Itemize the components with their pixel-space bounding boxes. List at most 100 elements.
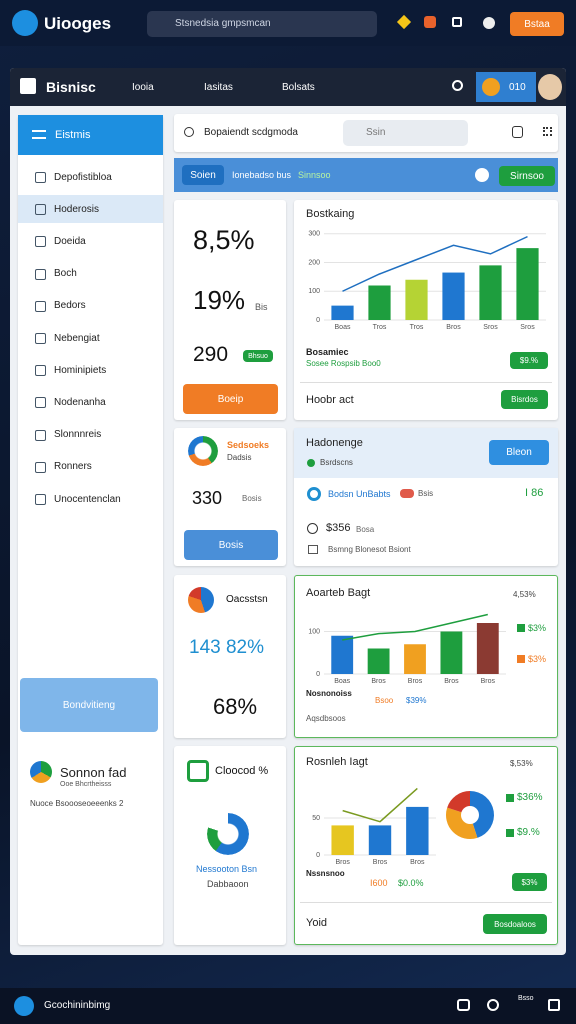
panel-button[interactable]: Bisrdos xyxy=(501,390,548,409)
pie-icon xyxy=(188,587,214,613)
nav-item[interactable]: Iooia xyxy=(132,82,154,93)
stat-card xyxy=(174,200,286,420)
toolbar-icon[interactable] xyxy=(543,127,552,136)
row-tag: Bsis xyxy=(418,489,434,498)
legend-swatch xyxy=(517,624,525,632)
toolbar-icon[interactable] xyxy=(512,126,523,138)
x-tick-label: Bros xyxy=(408,678,423,685)
menu-icon[interactable] xyxy=(32,130,46,139)
y-tick-label: 300 xyxy=(308,231,320,238)
x-tick-label: Bros xyxy=(371,678,386,685)
legend-text: $9.% xyxy=(517,827,540,838)
x-tick-label: Boas xyxy=(335,324,351,331)
legend-swatch xyxy=(506,794,514,802)
window-icon[interactable] xyxy=(452,17,462,27)
stat-line: Nessooton Bsn xyxy=(196,864,258,874)
sidebar-item[interactable]: Nodenanha xyxy=(18,388,163,416)
stat-value: 8,5% xyxy=(193,225,255,255)
nav-item[interactable]: Bolsats xyxy=(282,82,315,93)
panel-icon xyxy=(20,78,36,94)
stat-value: 68% xyxy=(213,694,258,719)
panel-badge: $9.% xyxy=(510,352,548,369)
panel-tag: I600 xyxy=(370,878,388,888)
profile-icon[interactable] xyxy=(483,17,495,29)
toolbar-search[interactable] xyxy=(343,120,468,146)
row-text: Bodsn UnBabts xyxy=(328,489,391,499)
sidebar-item[interactable]: Ronners xyxy=(18,453,163,481)
bar xyxy=(405,279,428,320)
panel-button[interactable]: Bosdoaloos xyxy=(483,914,547,934)
stat-button[interactable]: Boeip xyxy=(183,384,278,414)
bottom-icon[interactable] xyxy=(487,999,499,1011)
footer-logo xyxy=(30,761,52,783)
sidebar-item[interactable]: Doeida xyxy=(18,227,163,255)
bottom-icon[interactable] xyxy=(457,999,470,1011)
banner xyxy=(174,158,558,192)
search-box[interactable] xyxy=(147,11,377,37)
banner-action[interactable]: Sirnsoo xyxy=(499,166,555,186)
top-button[interactable]: Bstaa xyxy=(510,12,564,36)
bar xyxy=(406,806,429,855)
banner-text: Ionebadso bus xyxy=(232,170,292,180)
sidebar-header xyxy=(18,115,163,155)
status-dot xyxy=(307,459,315,467)
sidebar-item[interactable]: Nebengiat xyxy=(18,324,163,352)
sidebar xyxy=(18,115,163,945)
panel-footer: Hoobr act xyxy=(306,394,354,406)
x-tick-label: Bros xyxy=(373,859,388,866)
pie-hole xyxy=(461,806,479,824)
banner-button[interactable]: Soien xyxy=(182,165,224,185)
panel-title: Bisnisc xyxy=(46,79,96,95)
bell-icon[interactable] xyxy=(424,16,436,28)
x-tick-label: Bros xyxy=(446,324,461,331)
banner-icon[interactable] xyxy=(475,168,489,182)
sidebar-item[interactable]: Depofistibloa xyxy=(18,163,163,191)
sidebar-item[interactable]: Unocentenclan xyxy=(18,485,163,513)
bottom-logo xyxy=(14,996,34,1016)
avatar[interactable] xyxy=(538,74,562,100)
y-tick-label: 0 xyxy=(316,317,320,324)
bar xyxy=(516,248,539,320)
bar xyxy=(440,631,463,674)
sidebar-button[interactable]: Bondvitieng xyxy=(20,678,158,732)
panel-tag: $0.0% xyxy=(398,878,424,888)
sidebar-item[interactable]: Slonnnreis xyxy=(18,421,163,449)
bar xyxy=(331,825,354,855)
toolbar-search-text: Ssin xyxy=(366,127,386,138)
trend-line xyxy=(342,613,488,641)
stat-title: Cloocod % xyxy=(215,765,269,777)
stat-button[interactable]: Bosis xyxy=(184,530,278,560)
x-tick-label: Bros xyxy=(335,859,350,866)
sidebar-footer-line: Nuoce Bsoooseoeeenks 2 xyxy=(30,799,124,808)
panel-label: Bosamiec xyxy=(306,347,349,357)
row-text: $356 xyxy=(326,522,351,534)
row-icon xyxy=(307,487,321,501)
sidebar-item[interactable]: Hominipiets xyxy=(18,356,163,384)
panel-title: Aoarteb Bagt xyxy=(306,587,371,599)
sidebar-item[interactable]: Boch xyxy=(18,260,163,288)
bottom-right: Bsso xyxy=(518,995,534,1002)
bar xyxy=(368,285,391,320)
bottom-text: Gcochininbimg xyxy=(44,1000,111,1011)
stat-value: 19% xyxy=(193,285,246,315)
chart: 0 100 200 300 Boas Tros Tros Bros Sros Sros xyxy=(308,231,546,331)
sidebar-item[interactable]: Bedors xyxy=(18,292,163,320)
x-tick-label: Tros xyxy=(373,324,387,331)
row-icon xyxy=(307,523,318,534)
search-text: Stsnedsia gmpsmcan xyxy=(175,18,271,29)
panel-corner: 4,53% xyxy=(513,590,536,599)
x-tick-label: Bros xyxy=(444,678,459,685)
bar xyxy=(404,644,426,674)
row-text: Bsmng Blonesot Bsiont xyxy=(328,545,411,554)
legend-swatch xyxy=(506,829,514,837)
search-icon[interactable] xyxy=(452,80,463,91)
nav-item[interactable]: Iasitas xyxy=(204,82,233,93)
row-icon xyxy=(308,545,318,554)
sidebar-item[interactable]: Hoderosis xyxy=(18,195,163,224)
sidebar-footer-line: Ooe Bhcrtheisss xyxy=(60,781,112,788)
chart: 0 50 Bros Bros Bros xyxy=(312,787,436,866)
pie-chart xyxy=(446,791,494,839)
panel-button[interactable]: Bleon xyxy=(489,440,549,465)
bottom-icon[interactable] xyxy=(548,999,560,1011)
